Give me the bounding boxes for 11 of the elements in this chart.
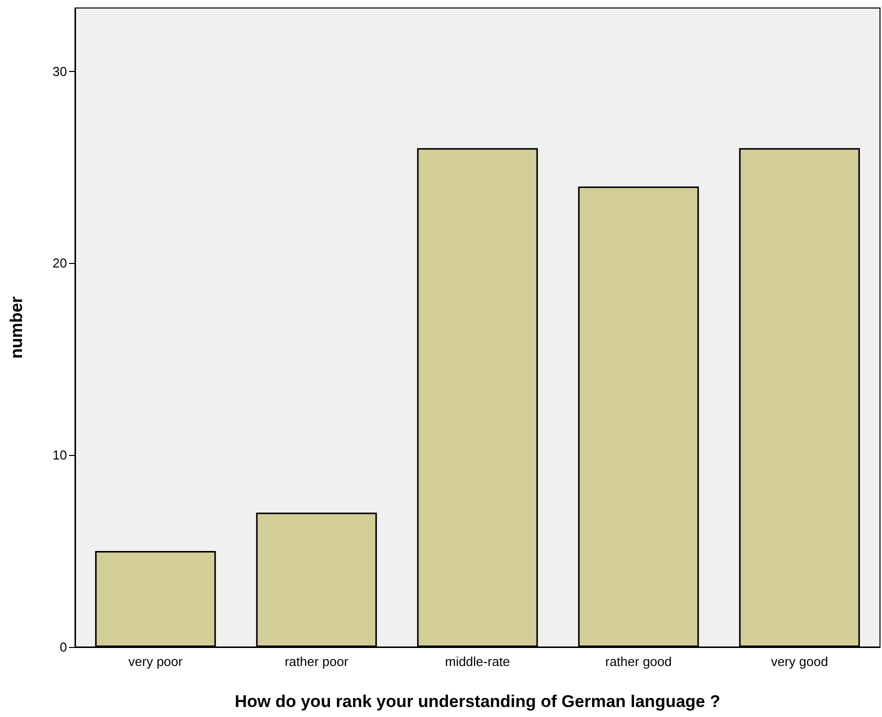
x-tick-label: rather good (605, 654, 672, 669)
y-tick-label: 0 (60, 640, 67, 654)
y-axis-title: number (7, 296, 26, 359)
x-tick-label: very good (770, 654, 828, 669)
y-tick-label: 30 (52, 64, 67, 79)
y-tick-label: 10 (52, 448, 67, 463)
x-tick-label: middle-rate (444, 654, 510, 669)
y-tick-label: 20 (52, 256, 67, 271)
x-tick-label: very poor (128, 654, 184, 669)
x-axis-title: How do you rank your understanding of German language ? (234, 692, 720, 711)
x-tick-label: rather poor (284, 654, 349, 669)
